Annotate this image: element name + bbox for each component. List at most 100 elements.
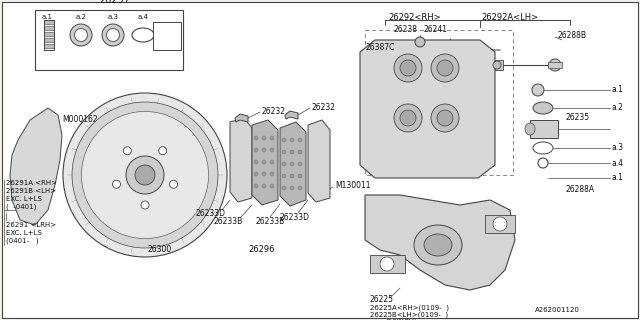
Circle shape bbox=[290, 174, 294, 178]
Text: EXC. L+LS: EXC. L+LS bbox=[6, 230, 42, 236]
Text: 26225B<LH>(0109-  ): 26225B<LH>(0109- ) bbox=[370, 312, 448, 318]
Text: a.4: a.4 bbox=[612, 158, 624, 167]
Polygon shape bbox=[360, 40, 495, 178]
Circle shape bbox=[141, 201, 149, 209]
Bar bbox=[44, 38, 54, 42]
Circle shape bbox=[254, 184, 258, 188]
Text: 26291B <LH>: 26291B <LH> bbox=[6, 188, 56, 194]
Ellipse shape bbox=[400, 60, 416, 76]
Circle shape bbox=[270, 136, 274, 140]
Ellipse shape bbox=[400, 110, 416, 126]
Circle shape bbox=[254, 136, 258, 140]
Bar bbox=[44, 32, 54, 36]
Circle shape bbox=[290, 162, 294, 166]
Ellipse shape bbox=[394, 104, 422, 132]
Text: M000162: M000162 bbox=[62, 116, 98, 124]
Polygon shape bbox=[280, 122, 306, 206]
Ellipse shape bbox=[135, 165, 155, 185]
Circle shape bbox=[290, 150, 294, 154]
Ellipse shape bbox=[525, 123, 535, 135]
Ellipse shape bbox=[70, 24, 92, 46]
Bar bbox=[530, 120, 558, 138]
Text: 26297: 26297 bbox=[99, 0, 130, 5]
Text: 26288A: 26288A bbox=[565, 186, 594, 195]
Circle shape bbox=[549, 59, 561, 71]
Text: a.1: a.1 bbox=[612, 85, 624, 94]
Circle shape bbox=[380, 257, 394, 271]
Circle shape bbox=[298, 162, 302, 166]
Ellipse shape bbox=[431, 54, 459, 82]
Text: (0401-   ): (0401- ) bbox=[6, 238, 38, 244]
Circle shape bbox=[298, 174, 302, 178]
Circle shape bbox=[254, 172, 258, 176]
Bar bbox=[370, 255, 405, 273]
Polygon shape bbox=[365, 195, 515, 290]
Text: 26233B: 26233B bbox=[213, 217, 243, 226]
Text: 26296: 26296 bbox=[249, 245, 275, 254]
Bar bbox=[44, 26, 54, 30]
Ellipse shape bbox=[81, 111, 209, 238]
Circle shape bbox=[282, 150, 286, 154]
Circle shape bbox=[415, 37, 425, 47]
Ellipse shape bbox=[394, 54, 422, 82]
Bar bbox=[153, 22, 181, 50]
Circle shape bbox=[159, 147, 166, 155]
Circle shape bbox=[270, 148, 274, 152]
Text: 26232: 26232 bbox=[312, 103, 336, 113]
Text: 26233D: 26233D bbox=[280, 212, 310, 221]
Text: 26291 <LRH>: 26291 <LRH> bbox=[6, 222, 56, 228]
Circle shape bbox=[282, 138, 286, 142]
Ellipse shape bbox=[431, 104, 459, 132]
Text: 26291A <RH>: 26291A <RH> bbox=[6, 180, 57, 186]
Circle shape bbox=[298, 138, 302, 142]
Bar bbox=[44, 20, 54, 24]
Circle shape bbox=[282, 174, 286, 178]
Text: 26233B: 26233B bbox=[255, 217, 284, 226]
Polygon shape bbox=[308, 120, 330, 202]
Bar bbox=[44, 44, 54, 48]
Polygon shape bbox=[235, 114, 248, 122]
Text: A262001120: A262001120 bbox=[535, 307, 580, 313]
Text: 26300: 26300 bbox=[148, 245, 172, 254]
Text: a.2: a.2 bbox=[76, 14, 86, 20]
Ellipse shape bbox=[437, 60, 453, 76]
Circle shape bbox=[262, 172, 266, 176]
Text: 26292<RH>: 26292<RH> bbox=[388, 13, 442, 22]
Circle shape bbox=[262, 184, 266, 188]
Circle shape bbox=[170, 180, 177, 188]
Ellipse shape bbox=[72, 102, 218, 248]
Text: a.2: a.2 bbox=[612, 103, 624, 113]
Bar bbox=[495, 60, 503, 70]
Text: 26387C: 26387C bbox=[365, 43, 394, 52]
Circle shape bbox=[254, 160, 258, 164]
Text: 26225A<RH>(0109-  ): 26225A<RH>(0109- ) bbox=[370, 305, 449, 311]
Text: a.3: a.3 bbox=[108, 14, 118, 20]
Circle shape bbox=[262, 160, 266, 164]
Circle shape bbox=[298, 186, 302, 190]
Circle shape bbox=[262, 148, 266, 152]
Text: a.1: a.1 bbox=[42, 14, 52, 20]
Text: M130011: M130011 bbox=[335, 180, 371, 189]
Text: 26241: 26241 bbox=[423, 25, 447, 34]
Circle shape bbox=[254, 148, 258, 152]
Ellipse shape bbox=[63, 93, 227, 257]
Circle shape bbox=[282, 186, 286, 190]
Bar bbox=[35, 10, 183, 70]
Text: EXC. L+LS: EXC. L+LS bbox=[6, 196, 42, 202]
Ellipse shape bbox=[437, 110, 453, 126]
Circle shape bbox=[270, 172, 274, 176]
Text: 26232: 26232 bbox=[262, 108, 286, 116]
Ellipse shape bbox=[102, 24, 124, 46]
Ellipse shape bbox=[414, 225, 462, 265]
Circle shape bbox=[282, 162, 286, 166]
Text: 26292A<LH>: 26292A<LH> bbox=[481, 13, 539, 22]
Text: (16INCH): (16INCH) bbox=[385, 319, 417, 320]
Ellipse shape bbox=[126, 156, 164, 194]
Ellipse shape bbox=[106, 28, 120, 42]
Text: 26238: 26238 bbox=[393, 25, 417, 34]
Circle shape bbox=[262, 136, 266, 140]
Text: 26235: 26235 bbox=[565, 113, 589, 122]
Circle shape bbox=[493, 217, 507, 231]
Circle shape bbox=[124, 147, 131, 155]
Text: 26233D: 26233D bbox=[195, 209, 225, 218]
